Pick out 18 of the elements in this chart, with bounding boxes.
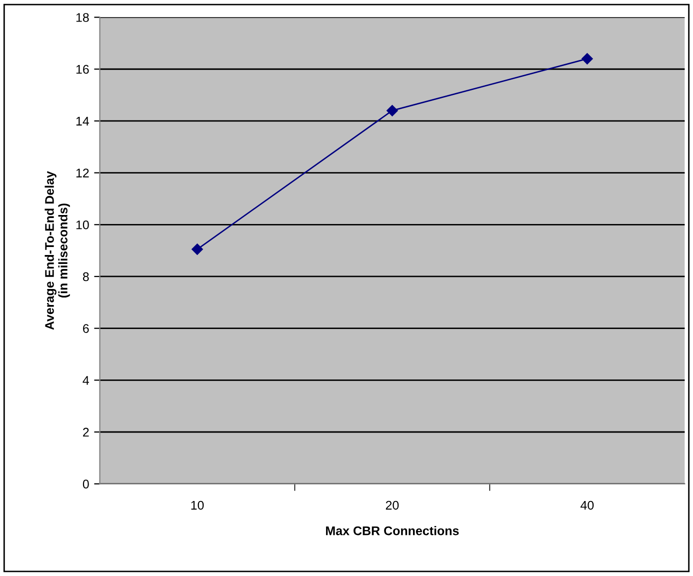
- point: [386, 104, 398, 116]
- y-tick-label: 10: [76, 220, 89, 230]
- y-tick-label: 2: [83, 428, 89, 437]
- x-tick-label: 20: [386, 500, 399, 510]
- y-tick-label: 14: [76, 116, 90, 126]
- x-tick-label: 40: [580, 500, 594, 510]
- point: [192, 244, 203, 255]
- x-tick-label: 10: [191, 500, 204, 510]
- y-axis-title: Average End-To-End Delay (in miliseconds): [44, 171, 70, 330]
- y-tick-label: 6: [83, 324, 89, 333]
- y-tick-label: 18: [76, 13, 89, 22]
- y-tick-label: 0: [82, 480, 89, 488]
- y-tick-label: 8: [82, 272, 89, 282]
- point: [582, 53, 593, 64]
- y-tick-label: 12: [76, 168, 89, 178]
- y-tick-label: 4: [82, 376, 90, 385]
- y-tick-label: 16: [76, 64, 89, 74]
- x-axis-title: Max CBR Connections: [326, 526, 459, 536]
